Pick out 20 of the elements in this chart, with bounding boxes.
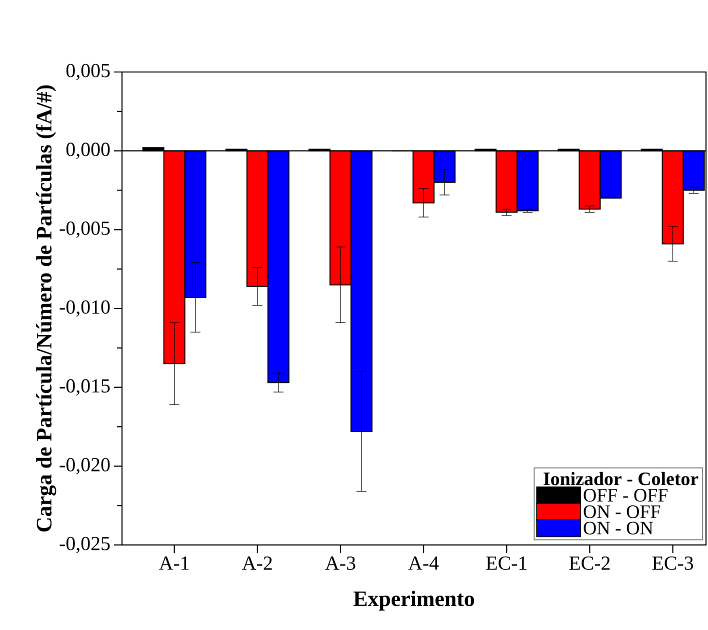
x-tick-label: A-1 [159, 556, 189, 570]
x-axis-title: Experimento [354, 590, 474, 611]
x-tick-label: A-4 [408, 556, 439, 570]
y-tick-label: 0,005 [66, 64, 110, 80]
y-tick-label: -0,010 [60, 300, 110, 317]
y-tick-label: -0,015 [60, 379, 110, 396]
y-tick-label: -0,025 [60, 536, 110, 554]
y-tick-label: 0,000 [66, 142, 110, 159]
y-axis-title: Carga de Partícula/Número de Partículas (fA/#) [36, 85, 56, 532]
y-tick-label: -0,005 [60, 221, 110, 238]
x-tick-label: EC-1 [486, 556, 526, 570]
x-tick-label: A-2 [242, 556, 272, 570]
legend-label: ON - OFF [584, 505, 660, 518]
y-tick-label: -0,020 [60, 458, 110, 474]
x-tick-label: A-3 [325, 556, 356, 570]
x-tick-label: EC-2 [569, 556, 610, 570]
legend-label: OFF - OFF [584, 488, 668, 502]
legend-label: ON - ON [584, 522, 653, 534]
legend-title: Ionizador - Coletor [544, 472, 698, 486]
x-tick-label: EC-3 [652, 556, 694, 570]
